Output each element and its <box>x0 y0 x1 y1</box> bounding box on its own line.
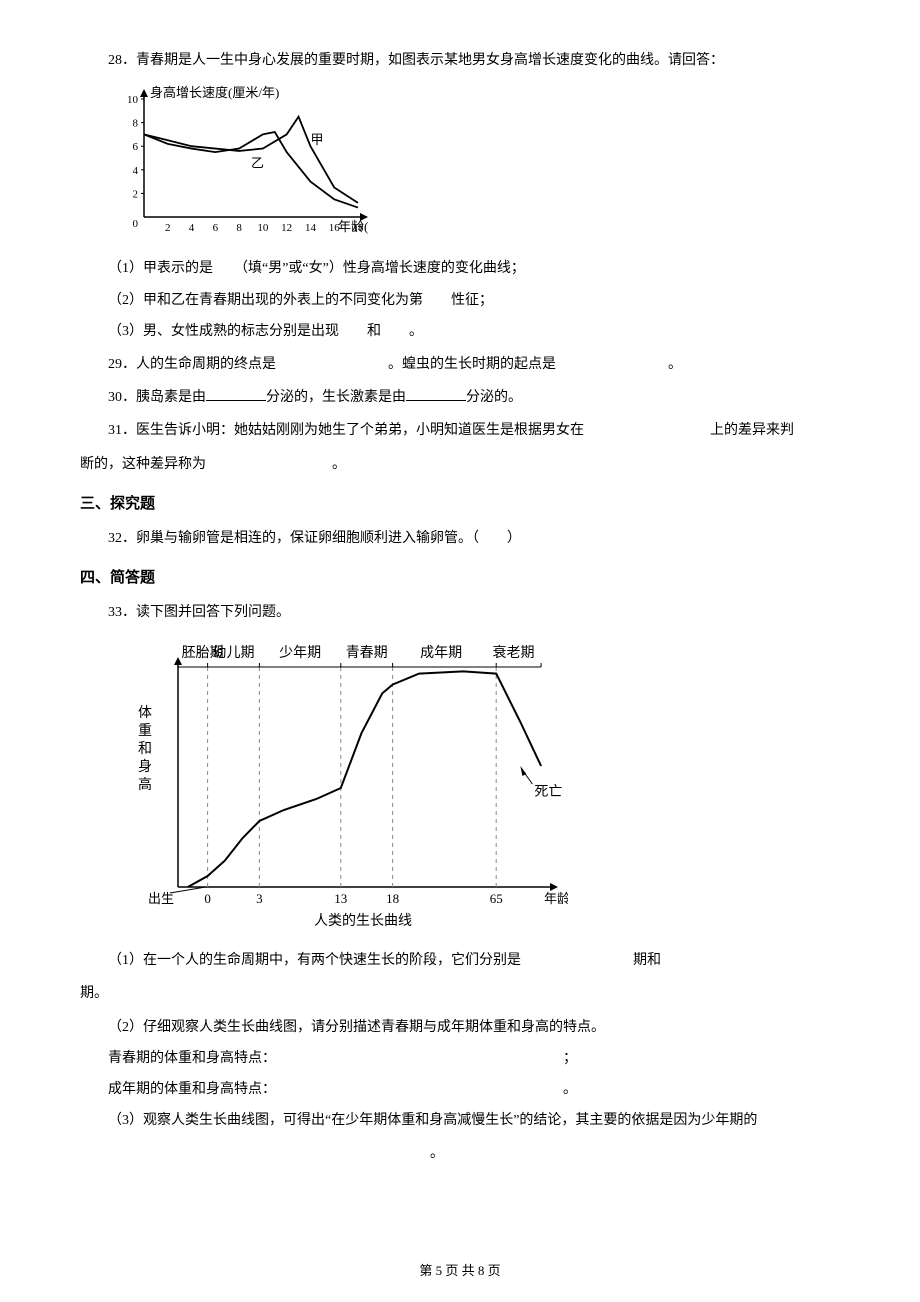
svg-text:65: 65 <box>490 891 503 906</box>
q33-sub2b: 成年期的体重和身高特点： 。 <box>80 1077 840 1102</box>
page-container: 28．青春期是人一生中身心发展的重要时期，如图表示某地男女身高增长速度变化的曲线… <box>0 0 920 1302</box>
svg-text:13: 13 <box>334 891 347 906</box>
section3-title: 三、探究题 <box>80 491 840 518</box>
svg-text:10: 10 <box>257 222 269 234</box>
q32-text: 32．卵巢与输卵管是相连的，保证卵细胞顺利进入输卵管。（ ） <box>80 526 840 551</box>
q33-sub2a: 青春期的体重和身高特点： ； <box>80 1046 840 1071</box>
human-growth-curve-chart: 胚胎期幼儿期少年期青春期成年期衰老期03131865年龄出生体重和身高死亡人类的… <box>108 633 568 933</box>
svg-text:高: 高 <box>138 776 152 793</box>
q33-text: 33．读下图并回答下列问题。 <box>80 600 840 625</box>
q33-sub1-line2: 期。 <box>80 981 840 1006</box>
q30-prefix: 30．胰岛素是由 <box>108 390 206 405</box>
svg-text:2: 2 <box>133 189 139 201</box>
svg-text:青春期: 青春期 <box>346 645 388 661</box>
q29-text: 29．人的生命周期的终点是 。蝗虫的生长时期的起点是 。 <box>80 352 840 377</box>
page-footer: 第 5 页 共 8 页 <box>0 1259 920 1282</box>
q33-sub3-line2: 。 <box>80 1141 840 1166</box>
q28-sub3: （3）男、女性成熟的标志分别是出现 和 。 <box>80 319 840 344</box>
svg-text:年龄: 年龄 <box>544 891 568 906</box>
q30-text: 30．胰岛素是由 分泌的，生长激素是由 分泌的。 <box>80 385 840 410</box>
svg-text:乙: 乙 <box>251 156 264 171</box>
svg-text:14: 14 <box>305 222 317 234</box>
q33-chart: 胚胎期幼儿期少年期青春期成年期衰老期03131865年龄出生体重和身高死亡人类的… <box>108 633 840 942</box>
q30-blank1 <box>206 386 266 401</box>
q28-sub2: （2）甲和乙在青春期出现的外表上的不同变化为第 性征； <box>80 288 840 313</box>
svg-text:少年期: 少年期 <box>279 645 321 661</box>
svg-text:12: 12 <box>281 222 292 234</box>
svg-text:甲: 甲 <box>310 132 323 147</box>
svg-text:0: 0 <box>204 891 211 906</box>
svg-text:6: 6 <box>213 222 219 234</box>
svg-text:重: 重 <box>138 723 152 739</box>
svg-text:2: 2 <box>165 222 171 234</box>
svg-text:年龄(岁): 年龄(岁) <box>338 219 368 234</box>
svg-text:体: 体 <box>138 705 152 721</box>
q30-blank2 <box>406 386 466 401</box>
q31-line2: 断的，这种差异称为 。 <box>80 452 840 477</box>
svg-text:成年期: 成年期 <box>420 645 462 661</box>
svg-text:幼儿期: 幼儿期 <box>213 645 255 661</box>
svg-text:身高增长速度(厘米/年): 身高增长速度(厘米/年) <box>150 85 279 100</box>
q33-sub3: （3）观察人类生长曲线图，可得出“在少年期体重和身高减慢生长”的结论，其主要的依… <box>80 1108 840 1133</box>
svg-text:身: 身 <box>138 759 152 775</box>
svg-text:0: 0 <box>133 218 139 230</box>
svg-text:4: 4 <box>189 222 195 234</box>
section4-title: 四、简答题 <box>80 565 840 592</box>
svg-text:6: 6 <box>133 141 139 153</box>
svg-text:18: 18 <box>386 891 399 906</box>
svg-text:10: 10 <box>127 94 139 106</box>
svg-text:和: 和 <box>138 741 152 757</box>
q28-text: 28．青春期是人一生中身心发展的重要时期，如图表示某地男女身高增长速度变化的曲线… <box>80 48 840 73</box>
q33-sub1: （1）在一个人的生命周期中，有两个快速生长的阶段，它们分别是 期和 <box>80 948 840 973</box>
svg-text:死亡: 死亡 <box>534 784 562 800</box>
svg-text:4: 4 <box>133 165 139 177</box>
q30-suffix: 分泌的。 <box>466 390 522 405</box>
svg-text:3: 3 <box>256 891 263 906</box>
q28-chart: 246810024681012141618身高增长速度(厘米/年)年龄(岁)甲乙 <box>108 81 840 250</box>
growth-rate-chart: 246810024681012141618身高增长速度(厘米/年)年龄(岁)甲乙 <box>108 81 368 241</box>
svg-text:衰老期: 衰老期 <box>492 644 534 661</box>
q30-mid: 分泌的，生长激素是由 <box>266 390 406 405</box>
q33-sub2: （2）仔细观察人类生长曲线图，请分别描述青春期与成年期体重和身高的特点。 <box>80 1015 840 1040</box>
svg-text:8: 8 <box>133 118 139 130</box>
q28-sub1: （1）甲表示的是 （填“男”或“女”）性身高增长速度的变化曲线； <box>80 256 840 281</box>
svg-text:人类的生长曲线: 人类的生长曲线 <box>314 913 412 929</box>
svg-text:8: 8 <box>236 222 242 234</box>
q31-line1: 31．医生告诉小明：她姑姑刚刚为她生了个弟弟，小明知道医生是根据男女在 上的差异… <box>80 418 840 443</box>
